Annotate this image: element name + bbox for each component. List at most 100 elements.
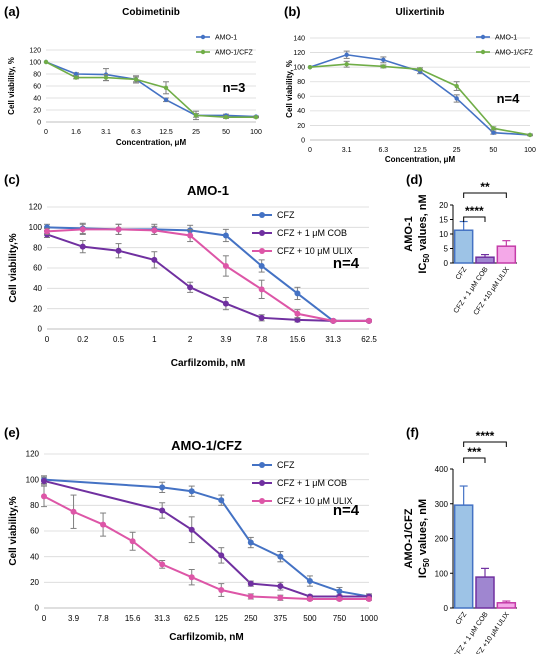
data-point bbox=[381, 57, 386, 63]
data-point bbox=[223, 115, 229, 120]
y-axis-label: Cell viability, % bbox=[285, 60, 294, 118]
x-tick-label: 7.8 bbox=[256, 335, 268, 344]
data-point bbox=[294, 316, 301, 323]
x-tick-label: 12.5 bbox=[413, 147, 427, 154]
chart-title: Cobimetinib bbox=[122, 7, 180, 18]
significance-bracket bbox=[463, 441, 507, 447]
legend-label: CFZ + 10 μM ULIX bbox=[277, 246, 352, 256]
x-tick-label: CFZ bbox=[455, 611, 469, 627]
y-tick-label: 0 bbox=[35, 604, 40, 613]
significance-stars: **** bbox=[465, 204, 484, 218]
y-axis-label-tail: values, nM bbox=[417, 194, 429, 253]
x-tick-label: 500 bbox=[303, 614, 317, 623]
y-tick-label: 0 bbox=[37, 119, 41, 126]
bar bbox=[475, 576, 495, 609]
data-point bbox=[159, 484, 166, 491]
y-tick-label: 60 bbox=[33, 83, 41, 90]
y-axis-label-tail: values, nM bbox=[417, 499, 429, 558]
y-axis-label-subscript: 50 bbox=[422, 558, 431, 567]
y-tick-label: 140 bbox=[293, 35, 305, 42]
data-point bbox=[527, 132, 533, 138]
x-tick-label: 50 bbox=[222, 129, 230, 136]
panel-label-b: (b) bbox=[284, 4, 301, 19]
data-point bbox=[103, 75, 109, 80]
n-annotation: n=3 bbox=[223, 80, 246, 95]
legend-swatch-marker bbox=[259, 230, 265, 236]
y-tick-label: 200 bbox=[435, 535, 449, 544]
panel-label-c: (c) bbox=[4, 172, 20, 187]
series-line-2 bbox=[43, 495, 369, 601]
y-tick-label: 120 bbox=[26, 450, 40, 459]
y-tick-label: 60 bbox=[30, 527, 39, 536]
x-tick-label: 100 bbox=[250, 129, 262, 136]
data-point bbox=[277, 583, 284, 590]
y-tick-label: 120 bbox=[293, 50, 305, 57]
data-point bbox=[277, 553, 284, 560]
data-point bbox=[129, 538, 136, 545]
x-tick-label: 3.9 bbox=[220, 335, 232, 344]
data-point bbox=[258, 314, 265, 321]
data-point bbox=[222, 262, 229, 269]
x-tick-label: 62.5 bbox=[361, 335, 377, 344]
data-point bbox=[306, 578, 313, 585]
y-axis-label-line2: IC50 values, nM bbox=[417, 499, 431, 578]
n-annotation: n=4 bbox=[497, 91, 521, 106]
series-line-0 bbox=[46, 226, 369, 322]
data-point bbox=[159, 507, 166, 514]
panel-label-f: (f) bbox=[406, 425, 419, 440]
series-line-0 bbox=[45, 61, 257, 118]
data-point bbox=[258, 262, 265, 269]
y-tick-label: 20 bbox=[33, 107, 41, 114]
y-tick-label: 80 bbox=[297, 79, 305, 86]
y-tick-label: 100 bbox=[435, 569, 449, 578]
x-tick-label: 0 bbox=[308, 147, 312, 154]
legend-swatch-marker bbox=[259, 212, 265, 218]
data-point bbox=[159, 561, 166, 568]
y-tick-label: 100 bbox=[293, 64, 305, 71]
legend-swatch-marker bbox=[259, 498, 265, 504]
data-point bbox=[73, 75, 79, 80]
data-point bbox=[417, 67, 423, 72]
y-tick-label: 40 bbox=[33, 95, 41, 102]
y-tick-label: 80 bbox=[33, 71, 41, 78]
y-tick-label: 0 bbox=[444, 604, 449, 613]
x-tick-label: 1.6 bbox=[71, 129, 81, 136]
legend-swatch-marker bbox=[480, 34, 486, 40]
x-tick-label: 25 bbox=[192, 129, 200, 136]
panel-label-a: (a) bbox=[4, 4, 20, 19]
legend-label: CFZ bbox=[277, 460, 295, 470]
legend-swatch-marker bbox=[259, 462, 265, 468]
y-axis-label-ic: IC bbox=[417, 263, 429, 274]
y-tick-label: 20 bbox=[30, 578, 39, 587]
data-point bbox=[336, 588, 343, 595]
amo1-carfilzomib-line-chart: AMO-1 0 20 40 60 80 100 120 0 0.2 0.5 1 2 3.9 7.8 15.6 3… bbox=[8, 183, 377, 369]
bar bbox=[496, 602, 517, 609]
y-tick-label: 400 bbox=[435, 465, 449, 474]
data-point bbox=[247, 539, 254, 546]
significance-stars: **** bbox=[476, 429, 495, 443]
y-tick-label: 20 bbox=[33, 304, 42, 313]
y-tick-label: 60 bbox=[297, 94, 305, 101]
data-point bbox=[294, 290, 301, 297]
x-tick-label: 250 bbox=[244, 614, 258, 623]
y-axis-label: Cell viability,% bbox=[8, 496, 19, 565]
data-point bbox=[336, 596, 343, 603]
y-tick-label: 5 bbox=[444, 245, 449, 254]
bar bbox=[496, 245, 517, 264]
data-point bbox=[73, 71, 79, 77]
x-tick-label: 25 bbox=[453, 147, 461, 154]
data-point bbox=[163, 85, 169, 91]
y-tick-label: 100 bbox=[29, 223, 43, 232]
y-tick-label: 60 bbox=[33, 264, 42, 273]
data-point bbox=[188, 488, 195, 495]
y-tick-label: 80 bbox=[33, 243, 42, 252]
data-point bbox=[491, 130, 496, 135]
y-tick-label: 15 bbox=[439, 216, 448, 225]
x-tick-label: 3.9 bbox=[68, 614, 80, 623]
data-point bbox=[188, 574, 195, 581]
x-tick-label: 1000 bbox=[360, 614, 378, 623]
x-tick-label: 3.1 bbox=[101, 129, 111, 136]
y-tick-label: 120 bbox=[29, 47, 41, 54]
legend-swatch-marker bbox=[200, 34, 206, 40]
legend-swatch-marker bbox=[200, 49, 206, 55]
